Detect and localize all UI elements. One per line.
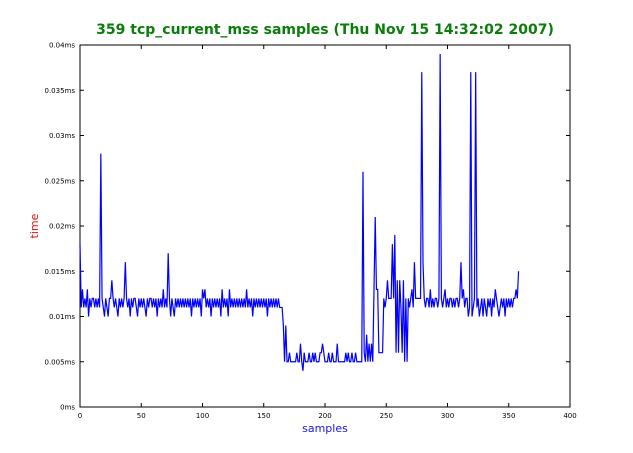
- y-axis: 0ms 0.005ms 0.01ms 0.015ms 0.02ms 0.025ms 0.03…: [44, 42, 570, 412]
- y-tick-label: 0.01ms: [49, 313, 75, 321]
- x-tick-label: 100: [196, 412, 209, 420]
- y-tick-label: 0ms: [60, 404, 75, 412]
- y-tick-label: 0.03ms: [49, 132, 75, 140]
- y-tick-label: 0.015ms: [44, 268, 75, 276]
- x-tick-label: 200: [318, 412, 331, 420]
- y-tick-label: 0.025ms: [44, 177, 75, 185]
- y-tick-label: 0.035ms: [44, 87, 75, 95]
- x-tick-label: 350: [502, 412, 515, 420]
- y-tick-label: 0.005ms: [44, 358, 75, 366]
- series-line: [79, 54, 520, 371]
- x-tick-label: 0: [78, 412, 82, 420]
- chart-title: 359 tcp_current_mss samples (Thu Nov 15 …: [96, 22, 554, 38]
- x-tick-label: 400: [563, 412, 576, 420]
- x-axis-label: samples: [302, 422, 348, 435]
- x-tick-label: 50: [137, 412, 146, 420]
- x-tick-label: 150: [257, 412, 270, 420]
- x-axis: 0 50 100 150 200 250 300 350 400: [78, 45, 577, 420]
- y-tick-label: 0.04ms: [49, 42, 75, 50]
- plot-area: [79, 44, 571, 408]
- x-tick-label: 300: [441, 412, 454, 420]
- y-tick-label: 0.02ms: [49, 223, 75, 231]
- x-tick-label: 250: [380, 412, 393, 420]
- plot-frame: [79, 44, 571, 408]
- series-group: [79, 54, 520, 371]
- y-axis-label: time: [28, 213, 41, 238]
